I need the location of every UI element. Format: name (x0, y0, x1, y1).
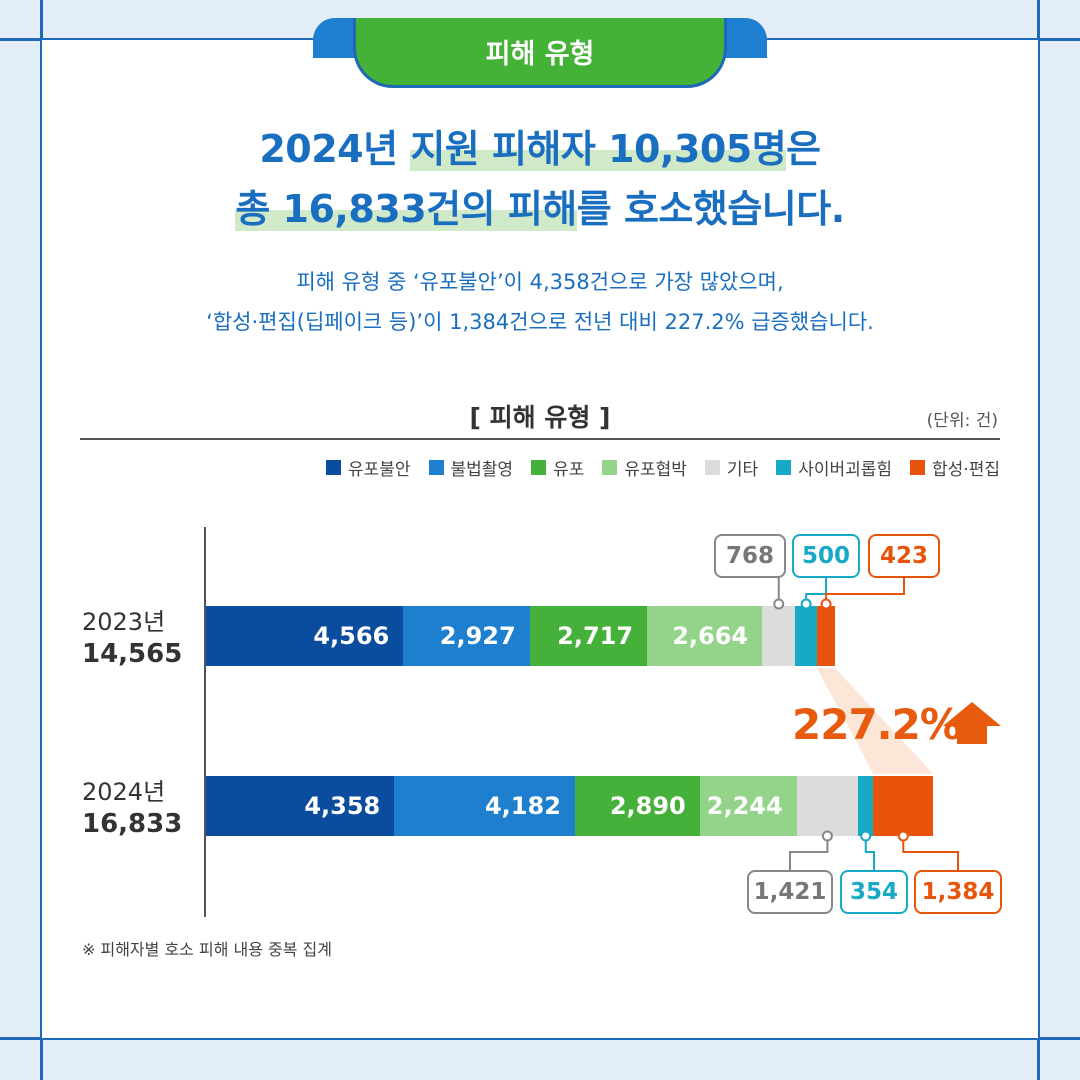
row-total-2023: 14,565 (82, 639, 183, 669)
footnote: ※ 피해자별 호소 피해 내용 중복 집계 (82, 940, 333, 959)
callout-dot-1-2 (897, 830, 909, 842)
callout-line-1-0 (789, 836, 829, 870)
frame-line-left (40, 0, 43, 1080)
growth-arrow-icon (943, 702, 1001, 744)
row-year-2023: 2023년 (82, 608, 166, 636)
legend-item-6: 합성·편집 (910, 455, 1000, 480)
legend-swatch-0 (325, 460, 341, 475)
row-total-2024: 16,833 (82, 809, 183, 839)
callout-label-1-0: 1,421 (747, 870, 833, 914)
legend-item-4: 기타 (704, 455, 759, 480)
frame-line-right (1037, 0, 1040, 1080)
summary-line-1: 피해 유형 중 ‘유포불안’이 4,358건으로 가장 많았으며, (296, 270, 784, 294)
bar-segment-1-6 (873, 776, 934, 836)
growth-annotation: 227.2% (792, 700, 962, 749)
legend-label-0: 유포불안 (347, 460, 411, 480)
callout-dot-0-1 (800, 598, 812, 610)
bar-segment-1-5 (858, 776, 874, 836)
callout-dot-1-1 (860, 830, 872, 842)
bar-segment-0-4 (762, 606, 796, 666)
bar-segment-1-3: 2,244 (699, 776, 797, 836)
frame-line-bottom (0, 1037, 1080, 1040)
legend-label-1: 불법촬영 (450, 460, 514, 480)
callout-dot-0-2 (820, 598, 832, 610)
header-tab: 피해 유형 (353, 18, 727, 88)
bar-segment-1-0: 4,358 (206, 776, 395, 836)
chart-unit-note: (단위: 건) (926, 411, 998, 431)
callout-dot-1-0 (821, 830, 833, 842)
legend-item-1: 불법촬영 (428, 455, 514, 480)
callout-line-1-2 (902, 836, 959, 870)
legend-swatch-4 (704, 460, 720, 475)
callout-label-1-1: 354 (840, 870, 908, 914)
growth-wedge (816, 668, 934, 774)
bar-segment-1-2: 2,890 (574, 776, 700, 836)
callout-line-1-1 (864, 836, 875, 870)
headline-line2-highlight: 총 16,833건의 피해 (235, 187, 577, 231)
legend-label-3: 유포협박 (624, 460, 687, 480)
legend-item-3: 유포협박 (602, 455, 687, 480)
callout-label-0-0: 768 (714, 534, 786, 578)
chart-legend: 유포불안 불법촬영 유포 유포협박 기타 사이버괴롭힘 합성·편집 (325, 455, 1000, 480)
callout-label-0-1: 500 (792, 534, 860, 578)
legend-item-2: 유포 (531, 455, 584, 480)
row-year-2024: 2024년 (82, 778, 166, 806)
header-tab-label: 피해 유형 (485, 39, 595, 70)
chart-title: [ 피해 유형 ] (469, 403, 611, 432)
legend-swatch-3 (602, 460, 618, 475)
legend-swatch-1 (428, 460, 444, 475)
bar-segment-0-3: 2,664 (647, 606, 763, 666)
legend-label-6: 합성·편집 (932, 460, 1000, 480)
chart-y-axis (204, 527, 206, 917)
headline-line2-post: 를 호소했습니다. (576, 187, 845, 231)
callout-dot-0-0 (773, 598, 785, 610)
legend-swatch-5 (776, 460, 792, 475)
row-label-2024: 2024년 16,833 (82, 776, 182, 840)
bar-segment-1-1: 4,182 (394, 776, 575, 836)
headline-line1-highlight: 지원 피해자 10,305명 (410, 127, 787, 171)
row-label-2023: 2023년 14,565 (82, 606, 182, 670)
headline-line1-pre: 2024년 (259, 127, 411, 171)
legend-item-0: 유포불안 (325, 455, 411, 480)
bar-segment-0-1: 2,927 (403, 606, 530, 666)
headline-line1-post: 은 (786, 127, 821, 171)
legend-swatch-6 (910, 460, 926, 475)
legend-label-4: 기타 (726, 460, 759, 480)
bar-segment-1-4 (796, 776, 859, 836)
callout-line-0-2 (825, 578, 905, 604)
legend-label-5: 사이버괴롭힘 (798, 460, 893, 480)
callout-label-1-2: 1,384 (914, 870, 1002, 914)
bar-segment-0-0: 4,566 (206, 606, 404, 666)
bar-segment-0-5 (795, 606, 817, 666)
headline-line-1: 2024년 지원 피해자 10,305명은 (0, 118, 1080, 173)
chart-title-rule (80, 438, 1000, 440)
legend-swatch-2 (531, 460, 547, 475)
headline-line-2: 총 16,833건의 피해를 호소했습니다. (0, 178, 1080, 233)
bar-segment-0-2: 2,717 (529, 606, 648, 666)
bar-segment-0-6 (816, 606, 836, 666)
growth-value: 227.2% (792, 700, 962, 749)
summary-line-2: ‘합성·편집(딥페이크 등)’이 1,384건으로 전년 대비 227.2% 급… (206, 310, 874, 334)
legend-label-2: 유포 (553, 460, 585, 480)
legend-item-5: 사이버괴롭힘 (776, 455, 892, 480)
callout-label-0-2: 423 (868, 534, 940, 578)
